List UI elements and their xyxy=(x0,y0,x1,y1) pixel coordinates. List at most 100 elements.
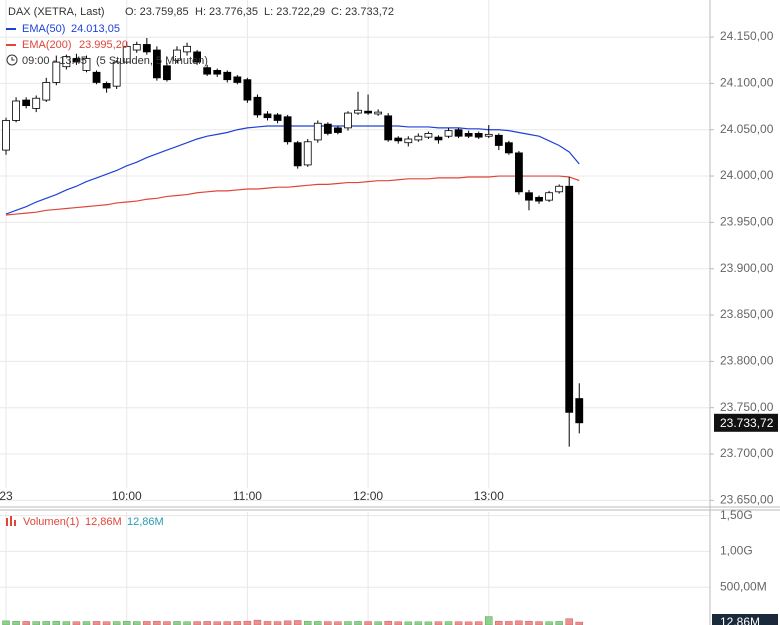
candle-body xyxy=(313,122,322,141)
volume-bar xyxy=(344,621,352,625)
ema-line xyxy=(5,175,580,216)
ema-line xyxy=(5,125,580,215)
x-tick-label: 11:00 xyxy=(233,489,262,503)
candle-body xyxy=(22,99,31,107)
y-tick-label: 23.650,00 xyxy=(720,493,774,507)
candle-body xyxy=(444,130,453,137)
candle-body xyxy=(434,136,443,141)
volume-bar xyxy=(515,620,523,625)
candle-body xyxy=(565,185,574,413)
volume-bar xyxy=(485,616,493,625)
candle-body xyxy=(394,137,403,142)
candle-body xyxy=(62,56,71,68)
candle-body xyxy=(163,65,171,81)
candle-body xyxy=(364,110,372,114)
y-tick-label: 1,00G xyxy=(720,544,753,558)
legend-label: EMA(200) xyxy=(22,39,72,51)
candle-body xyxy=(72,57,81,63)
volume-bar xyxy=(314,621,322,625)
y-tick-label: 23.700,00 xyxy=(720,446,774,460)
candle-body xyxy=(334,127,342,133)
candle-body xyxy=(213,70,222,75)
legend-value: 23.995,20 xyxy=(79,39,128,51)
candle-body xyxy=(575,398,584,424)
chart-title: DAX (XETRA, Last) xyxy=(8,6,105,18)
header-value: C: 23.733,72 xyxy=(331,6,394,18)
volume-bar xyxy=(293,620,302,625)
y-tick-label: 23.800,00 xyxy=(720,354,774,368)
y-tick-label: 24.150,00 xyxy=(720,29,774,43)
volume-bar xyxy=(92,621,101,625)
volume-bar xyxy=(525,620,533,625)
candle-body xyxy=(454,129,463,137)
volume-icon xyxy=(10,516,12,526)
volume-bar xyxy=(12,620,20,625)
volume-bar xyxy=(233,621,242,625)
legend-label: Volumen(1) xyxy=(23,516,79,528)
volume-bar xyxy=(263,621,272,625)
clock-icon xyxy=(6,54,18,66)
candle-body xyxy=(474,133,483,138)
candle-body xyxy=(555,185,564,193)
y-tick-label: 24.100,00 xyxy=(720,76,774,90)
last-volume-label: 12,86M xyxy=(720,615,760,625)
y-tick-label: 24.000,00 xyxy=(720,168,774,182)
volume-bar xyxy=(535,621,543,625)
candle-body xyxy=(504,142,513,154)
candle-body xyxy=(223,71,232,81)
candle-body xyxy=(273,114,282,121)
x-tick-label: 23 xyxy=(0,489,13,503)
x-tick-label: 10:00 xyxy=(112,489,142,503)
volume-bar xyxy=(495,620,503,625)
last-volume-box xyxy=(712,614,778,625)
volume-bar xyxy=(173,621,181,625)
candle-body xyxy=(404,138,413,144)
legend-value: 12,86M xyxy=(127,516,164,528)
candle-body xyxy=(535,196,543,202)
candle-body xyxy=(293,142,302,167)
volume-bar xyxy=(505,621,513,625)
volume-bar xyxy=(143,621,151,625)
candle-body xyxy=(354,109,362,114)
candle-body xyxy=(42,82,51,101)
candle-body xyxy=(52,61,61,83)
volume-bar xyxy=(253,619,262,625)
volume-bar xyxy=(163,621,171,625)
candle-body xyxy=(424,133,433,138)
y-tick-label: 23.950,00 xyxy=(720,215,774,229)
candle-body xyxy=(32,97,41,109)
legend: DAX (XETRA, Last) O: 23.759,85 H: 23.776… xyxy=(6,6,394,528)
volume-bar xyxy=(283,620,292,625)
candle-body xyxy=(515,152,523,193)
volume-bar xyxy=(62,621,71,625)
volume-bar xyxy=(203,621,211,625)
volume-bar xyxy=(82,621,91,625)
volume-bar xyxy=(153,620,161,625)
candle-body xyxy=(414,135,423,141)
period: 09:00 - 13:45 xyxy=(22,55,87,67)
candle-body xyxy=(183,45,191,53)
header-value: L: 23.722,29 xyxy=(264,6,325,18)
volume-bar xyxy=(364,621,372,625)
volume-bar xyxy=(243,620,252,625)
candle-body xyxy=(384,115,393,141)
candle-body xyxy=(82,57,91,71)
volume-bar xyxy=(303,620,312,625)
candle-body xyxy=(494,134,503,146)
volume-bar xyxy=(22,621,30,625)
volume-bar xyxy=(444,621,453,625)
last-price-label: 23.733,72 xyxy=(720,416,774,430)
volume-bar xyxy=(2,620,10,625)
volume-bar xyxy=(133,621,141,625)
legend-value: 24.013,05 xyxy=(71,23,120,35)
candle-body xyxy=(203,67,212,75)
volume-bar xyxy=(384,620,392,625)
volume-bar xyxy=(52,620,61,625)
candle-body xyxy=(525,192,533,201)
candle-body xyxy=(132,44,141,51)
volume-bar xyxy=(32,621,40,625)
candle-body xyxy=(2,120,10,151)
candle-body xyxy=(253,96,262,116)
volume-bar xyxy=(565,618,573,625)
